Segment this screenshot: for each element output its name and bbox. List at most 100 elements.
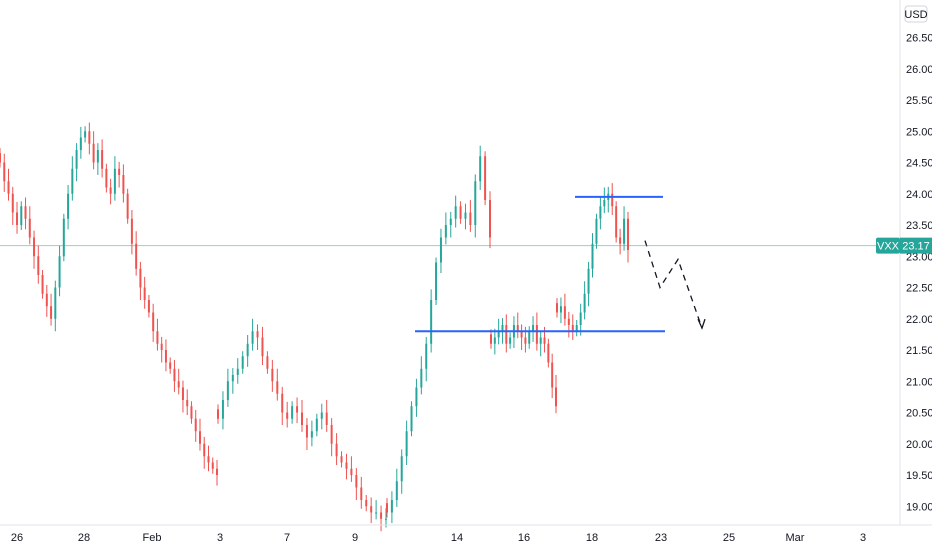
candle-body — [520, 331, 523, 338]
candle-body — [524, 337, 527, 344]
candle-body — [266, 356, 269, 369]
candle-body — [0, 153, 1, 163]
candle-body — [3, 162, 6, 182]
candle-body — [497, 331, 500, 338]
candle-body — [181, 387, 184, 400]
candle-body — [286, 412, 289, 419]
candle-body — [464, 212, 467, 219]
candle-body — [543, 337, 546, 344]
projection-arrowhead — [697, 318, 706, 330]
candle-body — [177, 381, 180, 388]
candle-body — [505, 325, 508, 344]
candle-body — [256, 331, 259, 338]
candle-body — [236, 368, 239, 375]
candle-body — [615, 206, 618, 238]
price-tick-label: 23.50 — [906, 220, 932, 232]
candle-body — [489, 200, 491, 238]
candle-body — [400, 456, 403, 482]
candle-body — [62, 218, 65, 257]
time-tick-label: 14 — [451, 532, 463, 544]
candle-body — [71, 168, 74, 194]
candle-body — [484, 156, 487, 200]
candle-body — [627, 218, 629, 250]
last-price-value: 23.17 — [902, 241, 930, 253]
candle-body — [583, 293, 586, 313]
last-price-badge: VXX 23.17 — [876, 237, 932, 254]
price-tick-label: 19.50 — [906, 470, 932, 482]
candle-body — [20, 206, 23, 225]
price-tick-label: 26.00 — [906, 64, 932, 76]
candle-body — [611, 193, 614, 207]
candle-body — [203, 443, 206, 457]
candle-body — [118, 168, 121, 175]
candle-body — [186, 400, 189, 407]
candle-body — [410, 406, 413, 432]
candle-body — [147, 300, 150, 313]
candle-body — [385, 518, 387, 520]
candle-body — [194, 418, 197, 432]
price-axis[interactable]: 19.00 19.50 20.00 20.50 21.00 21.50 22.00 22.50… — [906, 33, 932, 514]
candle-body — [420, 368, 423, 388]
candle-body — [539, 337, 542, 344]
candle-body — [360, 487, 363, 500]
candle-body — [310, 431, 313, 438]
candle-body — [135, 243, 138, 269]
candle-body — [490, 334, 492, 344]
candle-body — [16, 212, 19, 225]
candle-body — [474, 181, 477, 225]
candle-body — [164, 350, 167, 363]
time-tick-label: 9 — [352, 532, 358, 544]
candle-body — [425, 343, 428, 369]
time-tick-label: 23 — [655, 532, 667, 544]
candle-body — [301, 412, 303, 425]
candle-body — [216, 468, 218, 475]
candle-body — [152, 312, 155, 332]
candle-body — [173, 368, 176, 382]
candle-body — [241, 356, 244, 369]
candle-body — [190, 406, 193, 419]
time-tick-label: 16 — [518, 532, 530, 544]
price-tick-label: 21.00 — [906, 376, 932, 388]
candle-body — [395, 481, 398, 500]
time-tick-label: 28 — [78, 532, 90, 544]
time-tick-label: 7 — [284, 532, 290, 544]
time-tick-label: 3 — [217, 532, 223, 544]
drawings-group — [415, 195, 706, 333]
candle-body — [261, 337, 264, 357]
candle-body — [271, 368, 274, 382]
candle-body — [109, 187, 112, 194]
currency-badge[interactable]: USD — [904, 5, 928, 23]
candle-body — [315, 418, 318, 432]
price-tick-label: 21.50 — [906, 345, 932, 357]
candle-body — [251, 331, 254, 344]
price-tick-label: 25.50 — [906, 95, 932, 107]
candle-body — [454, 206, 457, 219]
candle-body — [84, 131, 87, 138]
candle-body — [501, 325, 504, 332]
candle-body — [365, 500, 368, 507]
time-axis[interactable]: 26 28 Feb 3 7 9 14 16 18 23 25 Mar 3 — [11, 532, 866, 544]
price-tick-label: 22.50 — [906, 283, 932, 295]
candle-body — [41, 275, 44, 294]
price-tick-label: 25.00 — [906, 126, 932, 138]
candle-body — [231, 375, 234, 382]
candle-body — [305, 425, 308, 438]
time-tick-label: Feb — [143, 532, 162, 544]
candle-body — [79, 137, 82, 150]
candle-body — [221, 400, 224, 419]
candle-body — [92, 143, 95, 163]
projection-path[interactable] — [644, 240, 703, 329]
candle-body — [390, 500, 393, 513]
candle-body — [535, 325, 538, 344]
candle-body — [623, 218, 626, 244]
candle-body — [380, 512, 383, 519]
price-tick-label: 19.00 — [906, 501, 932, 513]
candle-body — [430, 300, 433, 344]
candle-body — [386, 503, 388, 513]
candle-body — [143, 287, 146, 300]
currency-label: USD — [904, 9, 927, 21]
candle-body — [435, 262, 438, 300]
candle-body — [405, 431, 408, 457]
candle-body — [567, 318, 570, 325]
